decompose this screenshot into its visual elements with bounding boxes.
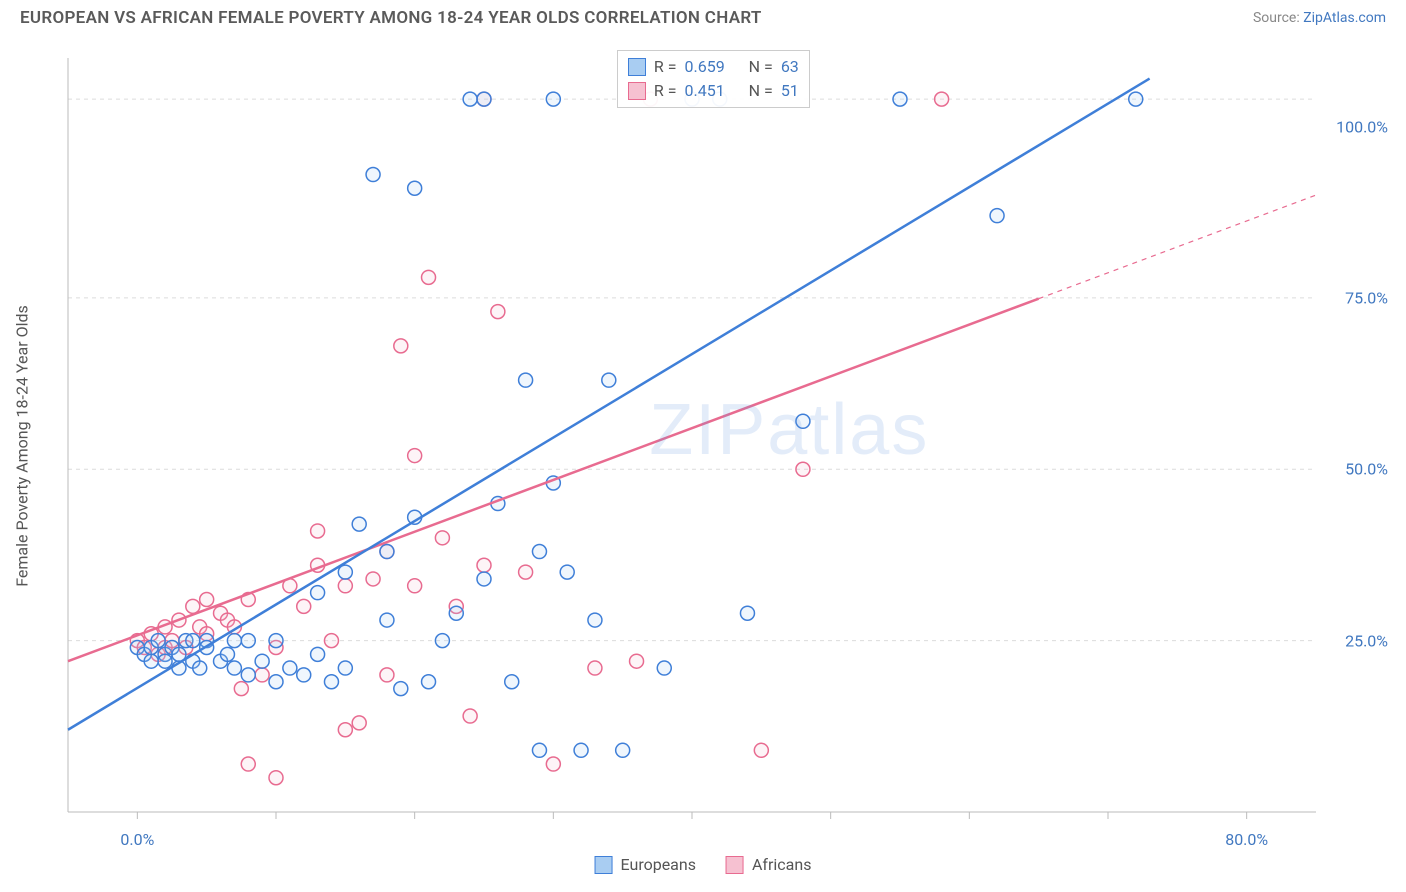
- swatch-europeans: [628, 58, 646, 76]
- legend-item-europeans: Europeans: [595, 855, 696, 874]
- y-tick-label: 100.0%: [1336, 117, 1388, 136]
- y-tick-label: 25.0%: [1345, 631, 1388, 650]
- x-tick-label: 80.0%: [1225, 830, 1268, 849]
- legend-item-africans: Africans: [726, 855, 811, 874]
- source-attribution: Source: ZipAtlas.com: [1253, 10, 1386, 26]
- source-link[interactable]: ZipAtlas.com: [1303, 10, 1386, 26]
- chart-area: ZIPatlas R = 0.659 N = 63 R = 0.451 N = …: [60, 50, 1386, 842]
- correlation-legend: R = 0.659 N = 63 R = 0.451 N = 51: [617, 50, 810, 108]
- swatch-europeans-icon: [595, 856, 613, 874]
- x-tick-label: 0.0%: [120, 830, 154, 849]
- scatter-plot-svg: [60, 50, 1386, 842]
- series-legend: Europeans Africans: [595, 855, 812, 874]
- correlation-row-europeans: R = 0.659 N = 63: [628, 55, 799, 79]
- swatch-africans: [628, 82, 646, 100]
- chart-title: EUROPEAN VS AFRICAN FEMALE POVERTY AMONG…: [20, 8, 762, 28]
- swatch-africans-icon: [726, 856, 744, 874]
- y-axis-label: Female Poverty Among 18-24 Year Olds: [13, 305, 32, 587]
- y-tick-label: 50.0%: [1345, 460, 1388, 479]
- y-tick-label: 75.0%: [1345, 288, 1388, 307]
- correlation-row-africans: R = 0.451 N = 51: [628, 79, 799, 103]
